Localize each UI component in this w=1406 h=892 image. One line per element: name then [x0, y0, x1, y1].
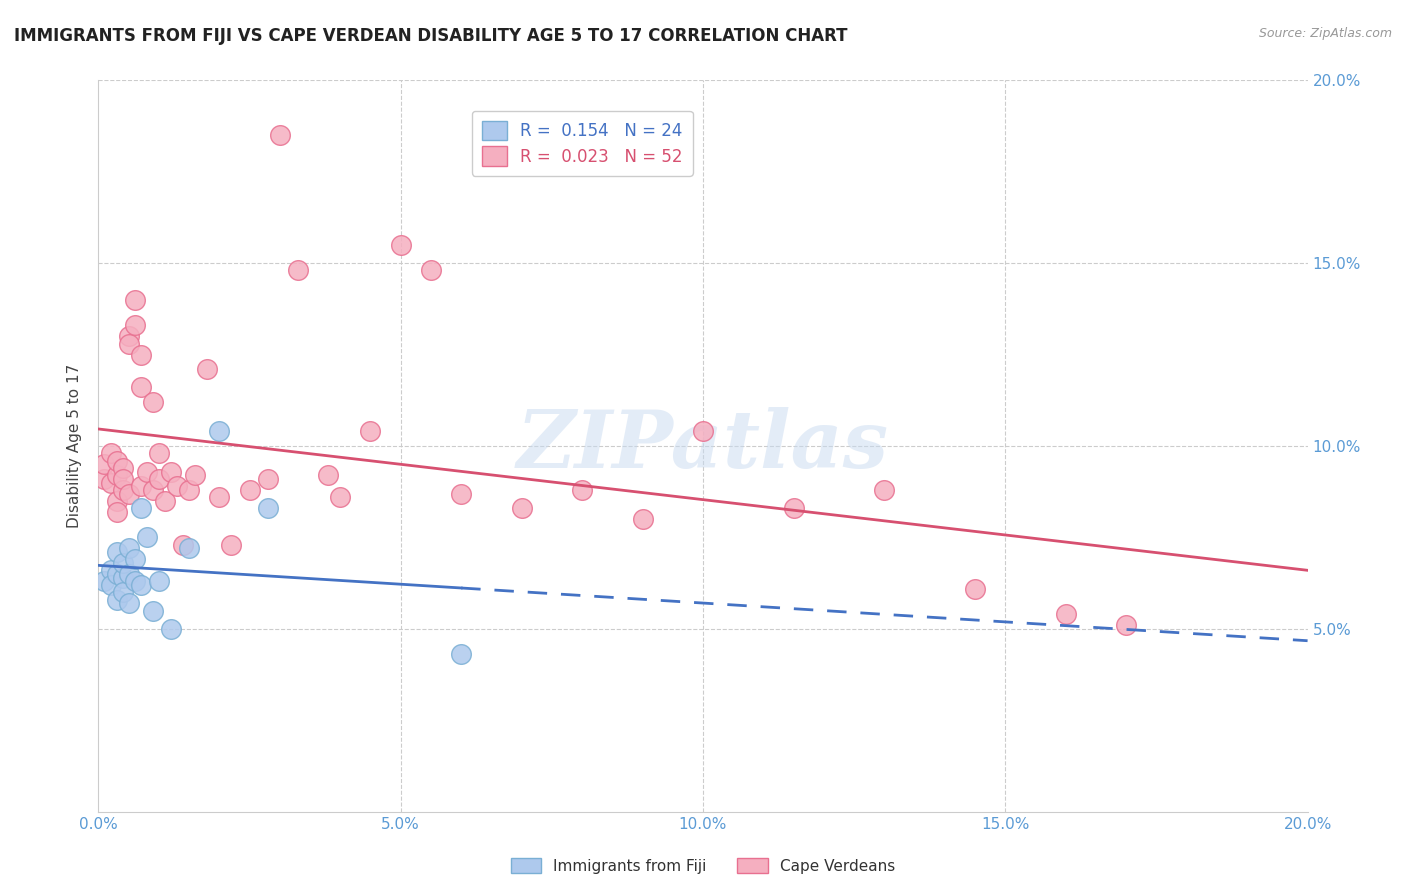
- Point: [389, 238, 412, 252]
- Point: [692, 425, 714, 439]
- Point: [129, 479, 152, 493]
- Point: [179, 483, 201, 497]
- Legend: R =  0.154   N = 24, R =  0.023   N = 52: R = 0.154 N = 24, R = 0.023 N = 52: [471, 111, 693, 176]
- Point: [100, 446, 122, 460]
- Point: [100, 563, 122, 577]
- Point: [256, 472, 278, 486]
- Point: [142, 603, 165, 617]
- Point: [105, 453, 128, 467]
- Point: [571, 483, 593, 497]
- Point: [420, 263, 443, 277]
- Point: [111, 472, 134, 486]
- Point: [129, 501, 152, 516]
- Point: [93, 574, 115, 589]
- Point: [124, 318, 146, 333]
- Point: [1115, 618, 1137, 632]
- Point: [105, 494, 128, 508]
- Point: [316, 468, 339, 483]
- Point: [239, 483, 262, 497]
- Point: [153, 494, 176, 508]
- Point: [360, 425, 382, 439]
- Point: [172, 538, 194, 552]
- Point: [142, 483, 165, 497]
- Point: [195, 362, 218, 376]
- Point: [148, 446, 170, 460]
- Point: [118, 486, 141, 500]
- Point: [783, 501, 806, 516]
- Point: [129, 578, 152, 592]
- Point: [129, 347, 152, 362]
- Point: [135, 530, 157, 544]
- Point: [1054, 607, 1077, 622]
- Point: [166, 479, 188, 493]
- Point: [631, 512, 654, 526]
- Point: [256, 501, 278, 516]
- Point: [124, 293, 146, 307]
- Point: [118, 336, 141, 351]
- Point: [93, 457, 115, 471]
- Point: [100, 475, 122, 490]
- Point: [208, 425, 231, 439]
- Text: IMMIGRANTS FROM FIJI VS CAPE VERDEAN DISABILITY AGE 5 TO 17 CORRELATION CHART: IMMIGRANTS FROM FIJI VS CAPE VERDEAN DIS…: [14, 27, 848, 45]
- Point: [208, 490, 231, 504]
- Point: [873, 483, 896, 497]
- Point: [105, 505, 128, 519]
- Point: [100, 578, 122, 592]
- Point: [118, 596, 141, 610]
- Legend: Immigrants from Fiji, Cape Verdeans: Immigrants from Fiji, Cape Verdeans: [505, 852, 901, 880]
- Point: [105, 592, 128, 607]
- Point: [148, 472, 170, 486]
- Point: [450, 648, 472, 662]
- Text: Source: ZipAtlas.com: Source: ZipAtlas.com: [1258, 27, 1392, 40]
- Point: [111, 483, 134, 497]
- Point: [329, 490, 352, 504]
- Point: [160, 465, 183, 479]
- Point: [105, 567, 128, 582]
- Point: [118, 541, 141, 556]
- Point: [160, 622, 183, 636]
- Point: [179, 541, 201, 556]
- Point: [118, 329, 141, 343]
- Point: [105, 545, 128, 559]
- Point: [111, 461, 134, 475]
- Point: [124, 574, 146, 589]
- Point: [510, 501, 533, 516]
- Point: [105, 468, 128, 483]
- Point: [93, 472, 115, 486]
- Point: [142, 395, 165, 409]
- Point: [148, 574, 170, 589]
- Point: [184, 468, 207, 483]
- Point: [287, 263, 309, 277]
- Point: [269, 128, 291, 143]
- Y-axis label: Disability Age 5 to 17: Disability Age 5 to 17: [67, 364, 83, 528]
- Point: [118, 567, 141, 582]
- Point: [129, 380, 152, 394]
- Point: [221, 538, 243, 552]
- Point: [111, 585, 134, 599]
- Point: [450, 486, 472, 500]
- Point: [135, 465, 157, 479]
- Point: [965, 582, 987, 596]
- Text: ZIPatlas: ZIPatlas: [517, 408, 889, 484]
- Point: [111, 556, 134, 570]
- Point: [124, 552, 146, 566]
- Point: [111, 571, 134, 585]
